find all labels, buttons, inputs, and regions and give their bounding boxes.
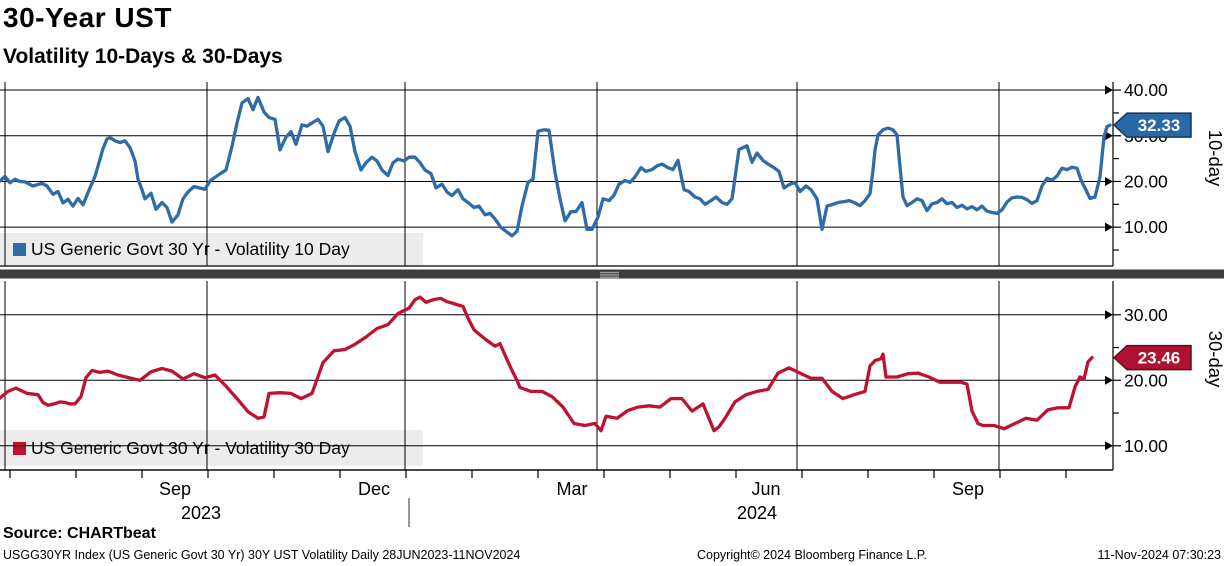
svg-text:20.00: 20.00	[1124, 171, 1168, 191]
svg-text:Sep: Sep	[159, 479, 191, 499]
legend-label-30-day: US Generic Govt 30 Yr - Volatility 30 Da…	[31, 437, 350, 458]
svg-text:23.46: 23.46	[1138, 349, 1181, 368]
source-label: Source: CHARTbeat	[3, 525, 156, 542]
svg-text:Jun: Jun	[751, 479, 780, 499]
svg-text:10.00: 10.00	[1124, 217, 1168, 237]
footer-description: USGG30YR Index (US Generic Govt 30 Yr) 3…	[3, 548, 521, 562]
svg-text:Dec: Dec	[358, 479, 390, 499]
svg-text:10-day: 10-day	[1205, 130, 1224, 187]
svg-text:30-day: 30-day	[1205, 331, 1224, 388]
svg-text:Sep: Sep	[952, 479, 984, 499]
svg-text:20.00: 20.00	[1124, 370, 1168, 390]
legend-marker-10-day-icon	[13, 243, 26, 256]
legend-marker-30-day-icon	[13, 441, 26, 455]
svg-text:40.00: 40.00	[1124, 80, 1168, 100]
legend-volatility-10-day: US Generic Govt 30 Yr - Volatility 10 Da…	[0, 233, 423, 266]
legend-volatility-30-day: US Generic Govt 30 Yr - Volatility 30 Da…	[0, 430, 423, 466]
svg-text:2024: 2024	[737, 503, 777, 523]
svg-text:30.00: 30.00	[1124, 126, 1168, 146]
page-subtitle: Volatility 10-Days & 30-Days	[3, 45, 283, 68]
legend-label-10-day: US Generic Govt 30 Yr - Volatility 10 Da…	[31, 239, 350, 259]
svg-text:Mar: Mar	[557, 479, 588, 499]
svg-text:10.00: 10.00	[1124, 436, 1168, 456]
footer-row: USGG30YR Index (US Generic Govt 30 Yr) 3…	[0, 546, 1224, 564]
svg-text:30.00: 30.00	[1124, 305, 1168, 325]
svg-text:32.33: 32.33	[1138, 116, 1181, 135]
footer-timestamp: 11-Nov-2024 07:30:23	[1097, 548, 1221, 562]
page-title: 30-Year UST	[3, 2, 172, 33]
footer-copyright: Copyright© 2024 Bloomberg Finance L.P.	[697, 548, 927, 562]
svg-text:2023: 2023	[181, 503, 221, 523]
